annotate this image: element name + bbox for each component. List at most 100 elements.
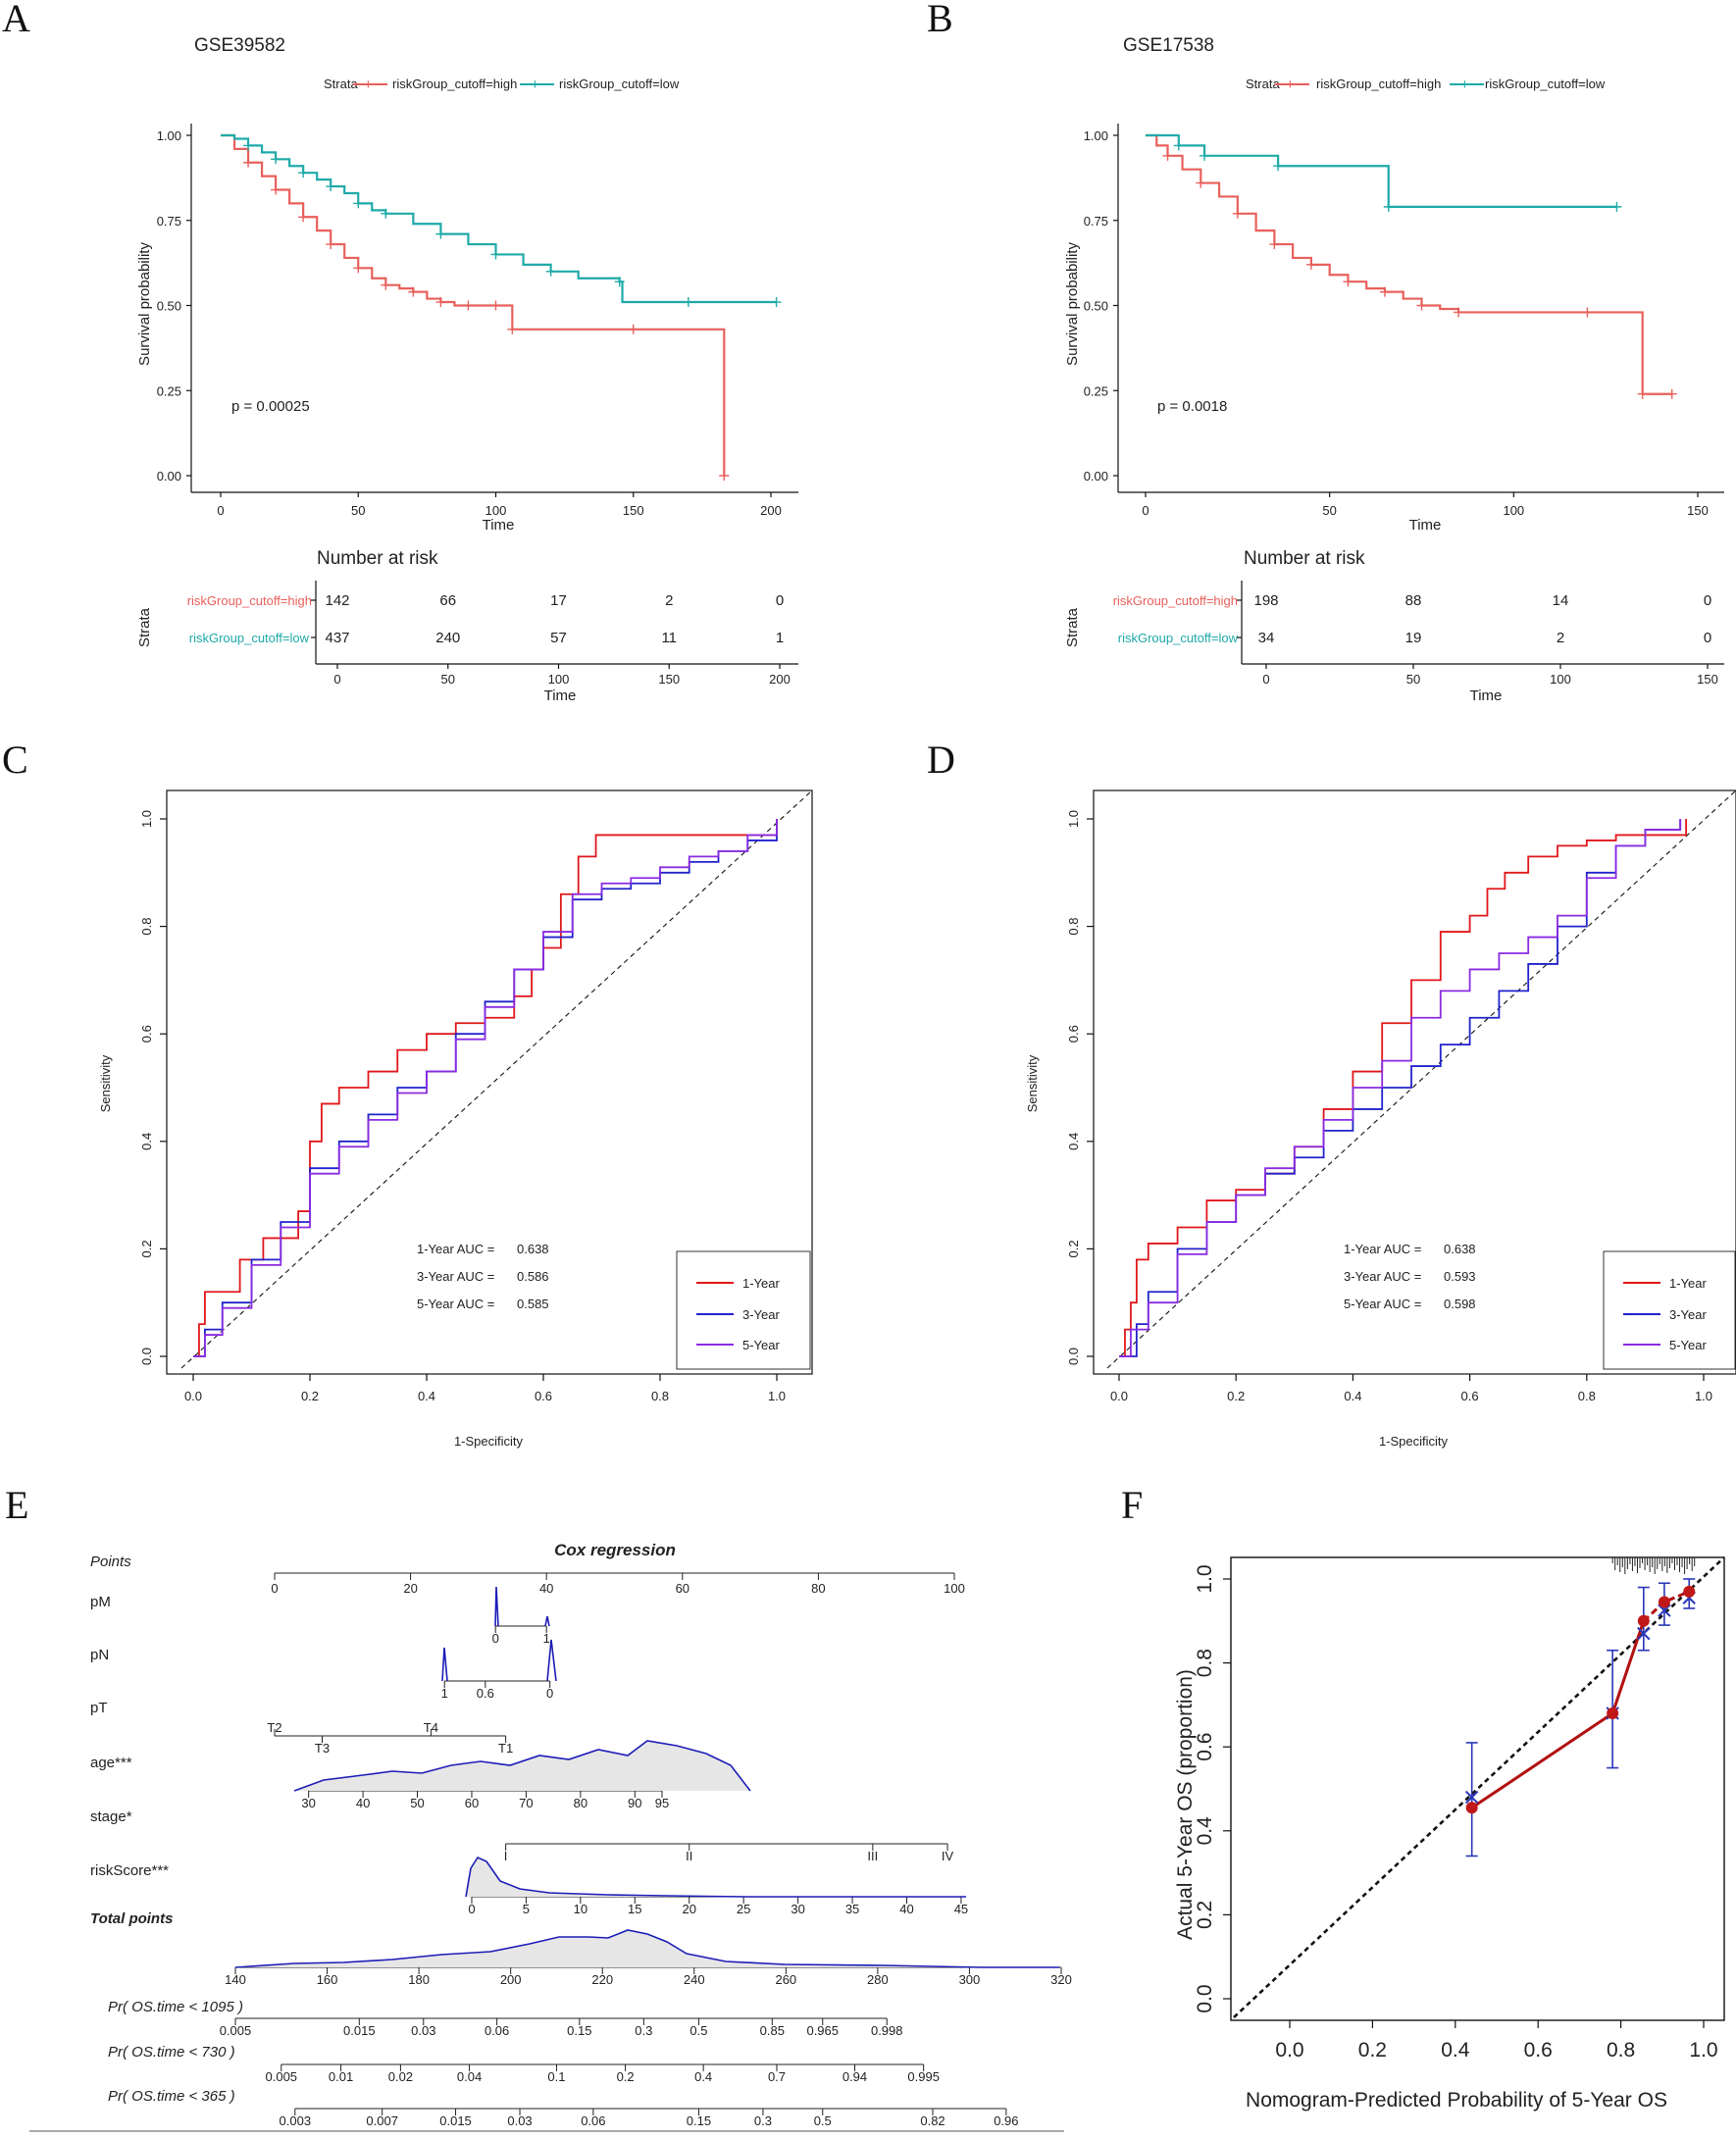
km-b-xlabel: Time [1409,517,1442,534]
nomogram-row-label: Pr( OS.time < 1095 ) [108,1999,243,2015]
nomogram-tick-label: 50 [410,1796,424,1810]
risk-b-xlabel: Time [1470,687,1503,704]
nomogram-total-density [234,1929,1059,1968]
km-b-curve-low [1146,133,1617,208]
km-a-censor-mark [381,208,391,219]
nomogram-tick-label: 1 [441,1686,448,1701]
nomogram-tick-label: 0 [492,1631,499,1646]
nomogram-tick-label: 100 [944,1581,965,1596]
roc-c-ytick-label: 0.8 [139,918,154,936]
calibration-plot: 0.0 0.2 0.4 0.6 0.8 1.0 0.0 0.2 0.4 0.6 0.8 1.0 [1194,1556,1725,2062]
nomogram-title: Cox regression [554,1541,676,1559]
km-a-legend-low-label: riskGroup_cutoff=low [559,76,680,91]
nomogram-tick-label: 0.96 [994,2113,1018,2128]
roc-d-legend-box [1603,1250,1736,1370]
km-b-censor-mark [1305,259,1316,270]
nomogram-tick-label: 0.5 [814,2113,832,2128]
km-b-censor-mark [1343,277,1353,287]
km-a-ylabel: Survival probability [136,242,153,366]
panel-label-e: E [5,1483,28,1527]
risk-a-xtick-label: 50 [441,672,455,687]
roc-d-xtick-label: 0.6 [1461,1389,1479,1403]
risk-b-cell: 2 [1557,630,1564,646]
km-b-ytick-label: 0.25 [1084,383,1108,398]
roc-d-curve-5-year [1119,819,1682,1357]
km-b-censor-mark [1666,388,1677,399]
km-a-censor-mark [243,157,254,168]
nomogram-tick-label: 0.007 [366,2113,398,2128]
km-b-title: GSE17538 [1123,35,1214,56]
nomogram-tick-label: 0.015 [439,2113,472,2128]
km-a-censor-mark [614,277,625,287]
panel-f: 0.0 0.2 0.4 0.6 0.8 1.0 0.0 0.2 0.4 0.6 0.8 1.0 Act… [1174,1556,1725,2112]
risk-a-title: Number at risk [317,548,438,569]
nomogram-tick-label: 200 [500,1972,522,1987]
nomogram-tick-label: 180 [408,1972,430,1987]
risk-a-row-low-label: riskGroup_cutoff=low [189,631,310,645]
km-a-censor-mark [353,263,364,274]
km-b-censor-mark [1582,307,1593,318]
risk-a-xtick-label: 200 [769,672,791,687]
nomogram-tick-label: 0.4 [694,2069,712,2084]
km-a-censor-mark [719,471,730,481]
nomogram-tick-label: 40 [356,1796,370,1810]
roc-d-curve-1-year [1119,819,1688,1357]
roc-c-auc1-value: 0.638 [517,1242,549,1256]
km-a-ytick-label: 0.75 [157,214,181,229]
roc-d-xtick-label: 1.0 [1695,1389,1712,1403]
km-a-censor-mark [326,239,336,250]
nomogram-tick-label: 0.03 [507,2113,532,2128]
roc-c-legend-1y: 1-Year [742,1276,780,1291]
risk-a-xtick-label: 0 [333,672,340,687]
panel-label-b: B [927,0,953,40]
calib-ytick-label: 0.4 [1194,1816,1216,1846]
km-b-censor-mark [1454,307,1464,318]
km-a-censor-mark [271,154,281,165]
risk-b-row-low-label: riskGroup_cutoff=low [1118,631,1239,645]
nomogram-age-density-fill [294,1741,750,1791]
km-a-censor-mark [298,168,309,178]
risk-b-cell: 88 [1405,592,1422,609]
km-b-censor-mark [1232,208,1243,219]
calib-xtick-label: 1.0 [1689,2039,1717,2062]
nomogram-tick-label: 0.15 [687,2113,711,2128]
nomogram-tick-label: T2 [267,1720,281,1735]
roc-c-ylabel: Sensitivity [98,1054,113,1112]
nomogram-tick-label: 60 [465,1796,479,1810]
nomogram-age-density [293,1740,751,1792]
km-b-censor-mark [1637,388,1648,399]
roc-d-ytick-label: 0.6 [1066,1025,1081,1043]
calib-observed-line [1610,1620,1646,1714]
km-a-pvalue: p = 0.00025 [231,398,310,415]
risk-b-table: 198 88 14 0 34 19 2 0 0 50 100 150 [1237,581,1724,687]
calib-ytick-label: 0.0 [1194,1984,1216,2012]
nomogram-tick-label: 80 [811,1581,825,1596]
nomogram-tick-label: 70 [519,1796,533,1810]
calib-xlabel: Nomogram-Predicted Probability of 5-Year… [1246,2089,1667,2112]
roc-d-diagonal [1106,789,1736,1369]
roc-c-auc1-label: 1-Year AUC = [417,1242,494,1256]
nomogram-tick-label: 160 [317,1972,338,1987]
calib-xtick-label: 0.4 [1441,2039,1470,2062]
risk-b-row-high-label: riskGroup_cutoff=high [1113,593,1238,608]
roc-d-ytick-label: 1.0 [1066,810,1081,828]
km-a-xtick-label: 50 [351,503,365,518]
nomogram-tick-label: 20 [682,1902,695,1916]
nomogram-tick-label: 15 [628,1902,641,1916]
roc-c-xlabel: 1-Specificity [454,1434,524,1449]
roc-d-auc1-label: 1-Year AUC = [1344,1242,1421,1256]
roc-c-ytick-label: 0.4 [139,1133,154,1150]
roc-d-xtick-label: 0.2 [1227,1389,1245,1403]
km-a-ytick-label: 0.50 [157,299,181,314]
nomogram-row-label: stage* [90,1808,132,1825]
nomogram-tick-label: 0.1 [547,2069,565,2084]
risk-b-cell: 0 [1704,592,1711,609]
nomogram-tick-label: 0.2 [617,2069,635,2084]
nomogram-tick-label: 140 [225,1972,246,1987]
roc-d-frame [1093,789,1736,1375]
km-a-legend-high-label: riskGroup_cutoff=high [392,76,517,91]
km-a-censor-mark [408,286,419,297]
nomogram-tick-label: 0.06 [485,2023,509,2038]
panel-label-d: D [927,738,955,782]
